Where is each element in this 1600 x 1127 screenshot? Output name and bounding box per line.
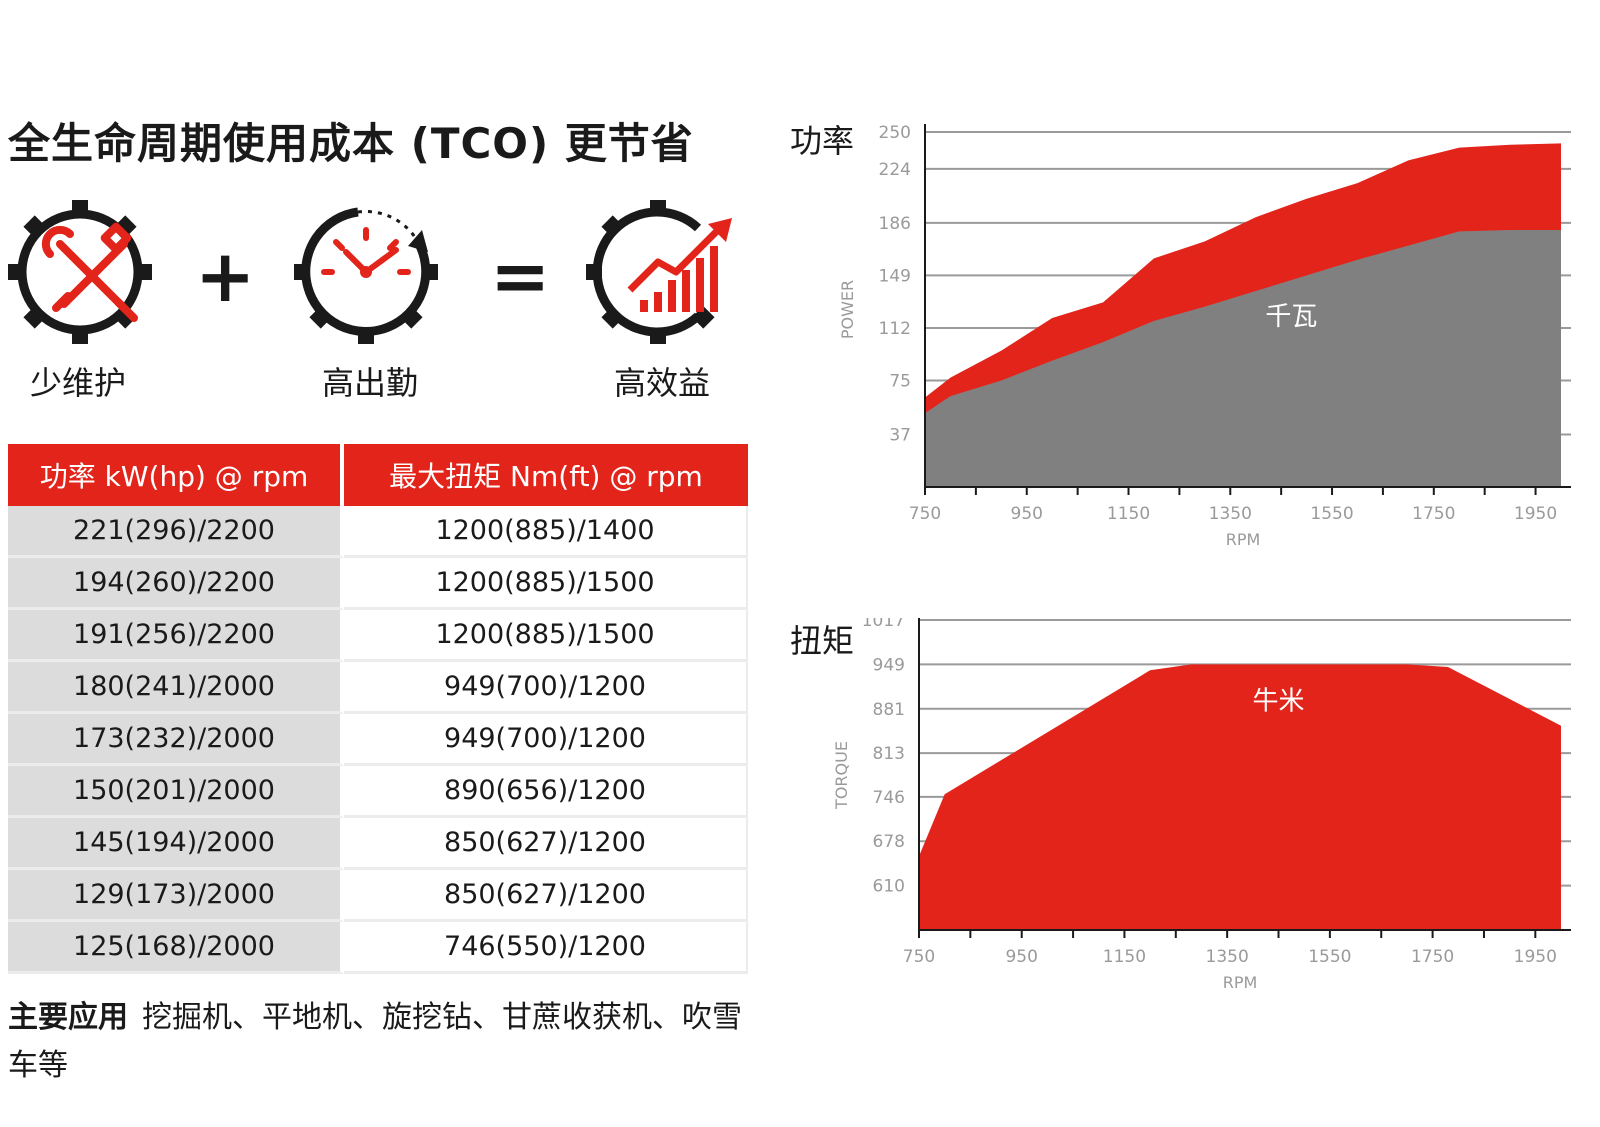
x-tick-label: 1350 xyxy=(1206,947,1249,967)
headline: 全生命周期使用成本 (TCO) 更节省 xyxy=(8,119,694,168)
y-tick-label: 112 xyxy=(879,319,911,339)
y-tick-label: 37 xyxy=(889,425,911,445)
power-cell: 173(232)/2000 xyxy=(8,714,344,766)
power-cell: 191(256)/2200 xyxy=(8,610,344,662)
growth-chart-gear-icon xyxy=(580,200,750,350)
icon-label-uptime: 高出勤 xyxy=(321,364,418,402)
power-chart: 37 75 112 149 186 224 250 750 950 1150 1350 1550 175… xyxy=(838,123,1571,549)
power-cell: 150(201)/2000 xyxy=(8,766,344,818)
torque-cell: 746(550)/1200 xyxy=(344,922,748,974)
x-tick-label: 950 xyxy=(1011,504,1043,524)
y-tick-label: 250 xyxy=(879,123,911,143)
series-label-0: 牛米 xyxy=(1253,686,1305,716)
power-cell: 194(260)/2200 xyxy=(8,558,344,610)
torque-chart: 610 678 746 813 881 949 1017 750 950 1150 1350 1550… xyxy=(832,618,1571,992)
applications-label: 主要应用 xyxy=(8,1000,128,1035)
column-header-power: 功率 kW(hp) @ rpm xyxy=(8,444,344,506)
y-tick-label: 949 xyxy=(873,655,905,675)
table-row: 221(296)/2200 1200(885)/1400 xyxy=(8,506,748,558)
applications-note: 主要应用 挖掘机、平地机、旋挖钻、甘蔗收获机、吹雪车等 xyxy=(8,994,758,1090)
torque-cell: 1200(885)/1400 xyxy=(344,506,748,558)
clock-gear-icon xyxy=(288,200,458,350)
area-series-1 xyxy=(925,229,1561,487)
area-series-0 xyxy=(919,664,1561,930)
table-row: 150(201)/2000 890(656)/1200 xyxy=(8,766,748,818)
y-tick-label: 881 xyxy=(873,700,905,720)
torque-cell: 1200(885)/1500 xyxy=(344,610,748,662)
y-tick-label: 746 xyxy=(873,788,905,808)
y-tick-label: 186 xyxy=(879,214,911,234)
table-header-row: 功率 kW(hp) @ rpm 最大扭矩 Nm(ft) @ rpm xyxy=(8,444,748,506)
x-tick-label: 1150 xyxy=(1107,504,1150,524)
torque-cell: 890(656)/1200 xyxy=(344,766,748,818)
torque-cell: 1200(885)/1500 xyxy=(344,558,748,610)
y-tick-label: 678 xyxy=(873,832,905,852)
y-tick-label: 1017 xyxy=(862,618,905,631)
x-tick-label: 1550 xyxy=(1310,504,1353,524)
applications-text: 挖掘机、平地机、旋挖钻、甘蔗收获机、吹雪车等 xyxy=(8,1000,742,1083)
x-axis-label: RPM xyxy=(1223,973,1258,992)
y-tick-label: 610 xyxy=(873,877,905,897)
power-cell: 145(194)/2000 xyxy=(8,818,344,870)
x-tick-label: 1350 xyxy=(1209,504,1252,524)
table-row: 180(241)/2000 949(700)/1200 xyxy=(8,662,748,714)
table-row: 125(168)/2000 746(550)/1200 xyxy=(8,922,748,974)
equals-sign: = xyxy=(490,234,551,318)
table-row: 191(256)/2200 1200(885)/1500 xyxy=(8,610,748,662)
table-row: 145(194)/2000 850(627)/1200 xyxy=(8,818,748,870)
y-tick-label: 75 xyxy=(889,372,911,392)
table-row: 173(232)/2000 949(700)/1200 xyxy=(8,714,748,766)
x-tick-label: 1950 xyxy=(1514,504,1557,524)
x-tick-label: 1550 xyxy=(1308,947,1351,967)
icon-label-maintenance: 少维护 xyxy=(29,364,126,402)
power-cell: 221(296)/2200 xyxy=(8,506,344,558)
x-tick-label: 950 xyxy=(1005,947,1037,967)
y-tick-label: 224 xyxy=(879,160,911,180)
series-label-0: 马力 xyxy=(1418,159,1470,189)
tco-equation: 少维护 + xyxy=(0,200,760,402)
power-cell: 125(168)/2000 xyxy=(8,922,344,974)
wrench-screwdriver-gear-icon xyxy=(2,200,172,350)
table-row: 129(173)/2000 850(627)/1200 xyxy=(8,870,748,922)
x-tick-label: 1750 xyxy=(1412,504,1455,524)
y-tick-label: 149 xyxy=(879,266,911,286)
torque-cell: 850(627)/1200 xyxy=(344,870,748,922)
torque-cell: 949(700)/1200 xyxy=(344,714,748,766)
power-cell: 129(173)/2000 xyxy=(8,870,344,922)
icon-label-profit: 高效益 xyxy=(613,364,710,402)
torque-cell: 850(627)/1200 xyxy=(344,818,748,870)
column-header-torque: 最大扭矩 Nm(ft) @ rpm xyxy=(344,444,748,506)
torque-chart-title: 扭矩 xyxy=(790,622,855,660)
x-tick-label: 1150 xyxy=(1103,947,1146,967)
x-tick-label: 1750 xyxy=(1411,947,1454,967)
power-cell: 180(241)/2000 xyxy=(8,662,344,714)
plus-sign: + xyxy=(195,234,256,318)
torque-cell: 949(700)/1200 xyxy=(344,662,748,714)
x-tick-label: 1950 xyxy=(1514,947,1557,967)
engine-spec-table: 功率 kW(hp) @ rpm 最大扭矩 Nm(ft) @ rpm 221(29… xyxy=(8,444,748,974)
x-tick-label: 750 xyxy=(903,947,935,967)
y-tick-label: 813 xyxy=(873,744,905,764)
x-axis-label: RPM xyxy=(1226,530,1261,549)
y-axis-label: TORQUE xyxy=(832,741,851,810)
x-tick-label: 750 xyxy=(909,504,941,524)
power-chart-title: 功率 xyxy=(790,122,855,160)
y-axis-label: POWER xyxy=(838,280,857,339)
table-row: 194(260)/2200 1200(885)/1500 xyxy=(8,558,748,610)
series-label-1: 千瓦 xyxy=(1265,302,1317,332)
